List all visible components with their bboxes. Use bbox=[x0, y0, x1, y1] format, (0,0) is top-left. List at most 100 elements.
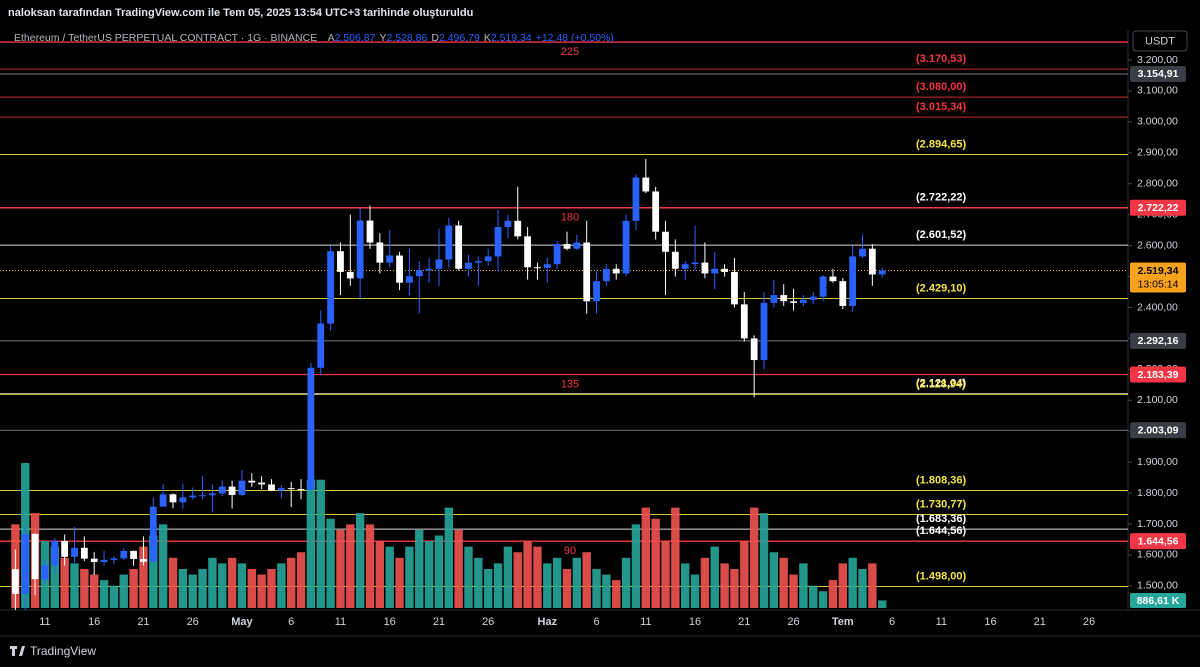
price-tag-label: 2.722,22 bbox=[1138, 202, 1179, 214]
candle-body bbox=[455, 225, 463, 269]
candle-body bbox=[524, 236, 531, 268]
candle-body bbox=[31, 533, 39, 580]
currency-label: USDT bbox=[1145, 35, 1175, 47]
candle-body bbox=[829, 276, 837, 282]
candle-body bbox=[12, 569, 19, 594]
candle-body bbox=[583, 242, 591, 302]
last-price-tag bbox=[1130, 262, 1186, 293]
volume-bar bbox=[346, 524, 355, 608]
volume-bar bbox=[227, 557, 237, 608]
y-tick-label: 1.700,00 bbox=[1137, 518, 1178, 530]
volume-bar bbox=[759, 513, 769, 608]
volume-bar bbox=[769, 552, 779, 608]
candle-body bbox=[701, 262, 709, 274]
volume-bar bbox=[454, 529, 463, 608]
ohlc-key: A bbox=[328, 32, 335, 44]
level-label: (1.644,56) bbox=[916, 525, 966, 537]
x-tick-label: 11 bbox=[640, 616, 651, 628]
candle-body bbox=[327, 251, 334, 324]
candle-body bbox=[130, 550, 137, 559]
volume-bar bbox=[424, 541, 434, 608]
volume-bar bbox=[552, 557, 562, 608]
candle-body bbox=[534, 267, 541, 269]
candle-body bbox=[90, 558, 98, 563]
candle-body bbox=[849, 256, 857, 306]
ohlc-value: 2.496,79 bbox=[439, 32, 480, 44]
candle-body bbox=[140, 558, 147, 562]
candle-body bbox=[337, 251, 344, 272]
candle-body bbox=[612, 268, 620, 274]
x-tick-label: 26 bbox=[482, 616, 494, 628]
y-tick-label: 2.800,00 bbox=[1137, 178, 1178, 190]
volume-bar bbox=[533, 546, 542, 608]
volume-bar bbox=[385, 546, 394, 608]
x-tick-label: 16 bbox=[88, 616, 100, 628]
volume-bar bbox=[375, 541, 385, 608]
volume-bar bbox=[671, 507, 680, 608]
volume-bar bbox=[799, 563, 808, 608]
volume-bar bbox=[198, 568, 207, 608]
candle-body bbox=[868, 248, 876, 275]
volume-bar bbox=[405, 546, 414, 608]
volume-bar bbox=[562, 568, 572, 608]
candle-body bbox=[415, 270, 423, 277]
volume-bar bbox=[818, 591, 828, 608]
volume-tag-label: 886,61 K bbox=[1137, 595, 1180, 607]
y-tick-label: 1.500,00 bbox=[1137, 580, 1178, 592]
candle-body bbox=[307, 367, 315, 490]
angle-label: 225 bbox=[561, 46, 579, 58]
candle-body bbox=[711, 268, 719, 274]
level-label: (2.429,10) bbox=[916, 282, 966, 294]
volume-bar bbox=[70, 563, 79, 608]
volume-bar bbox=[582, 552, 591, 608]
x-tick-label: 16 bbox=[984, 616, 996, 628]
candle-body bbox=[218, 486, 226, 494]
y-tick-label: 1.800,00 bbox=[1137, 487, 1178, 499]
candle-body bbox=[800, 299, 807, 303]
candle-body bbox=[51, 541, 59, 566]
candle-body bbox=[740, 304, 748, 339]
candle-body bbox=[790, 301, 797, 303]
candle-body bbox=[445, 225, 453, 260]
level-label: (2.118,94) bbox=[916, 378, 966, 390]
candle-body bbox=[819, 276, 827, 297]
logo-icon bbox=[10, 646, 25, 656]
volume-bar bbox=[779, 557, 788, 608]
volume-bar bbox=[838, 563, 847, 608]
legend: Ethereum / TetherUS PERPETUAL CONTRACT ·… bbox=[14, 32, 614, 44]
volume-bar bbox=[631, 524, 641, 608]
candle-body bbox=[494, 227, 502, 257]
y-tick-label: 1.600,00 bbox=[1137, 549, 1178, 561]
level-label: (1.808,36) bbox=[916, 474, 966, 486]
candle-body bbox=[287, 488, 295, 490]
candle-body bbox=[504, 220, 512, 228]
volume-bar bbox=[710, 546, 719, 608]
candle-body bbox=[406, 276, 413, 283]
candle-body bbox=[356, 220, 364, 279]
volume-bar bbox=[267, 568, 276, 608]
volume-bar bbox=[789, 574, 798, 608]
level-label: (2.894,65) bbox=[916, 138, 966, 150]
plot-area: (3.170,53) (3.080,00) (3.015,34) (2.894,65)… bbox=[0, 41, 1128, 610]
volume-bar bbox=[503, 546, 513, 608]
candle-body bbox=[238, 480, 246, 495]
candle-body bbox=[721, 268, 728, 272]
candle-body bbox=[652, 191, 660, 232]
candle-body bbox=[386, 255, 394, 263]
volume-bar bbox=[828, 580, 838, 608]
volume-bar bbox=[365, 524, 375, 608]
level-label: (3.015,34) bbox=[916, 101, 966, 113]
volume-bar bbox=[651, 518, 660, 608]
y-tick-label: 3.100,00 bbox=[1137, 85, 1178, 97]
volume-bar bbox=[572, 557, 582, 608]
candle-body bbox=[632, 177, 640, 221]
price-tag bbox=[1130, 366, 1186, 383]
volume-bar bbox=[158, 524, 168, 608]
volume-bar bbox=[99, 580, 109, 608]
candle-body bbox=[346, 271, 354, 279]
x-tick-label: 11 bbox=[335, 616, 346, 628]
candle-body bbox=[474, 261, 482, 263]
candle-body bbox=[563, 244, 571, 249]
